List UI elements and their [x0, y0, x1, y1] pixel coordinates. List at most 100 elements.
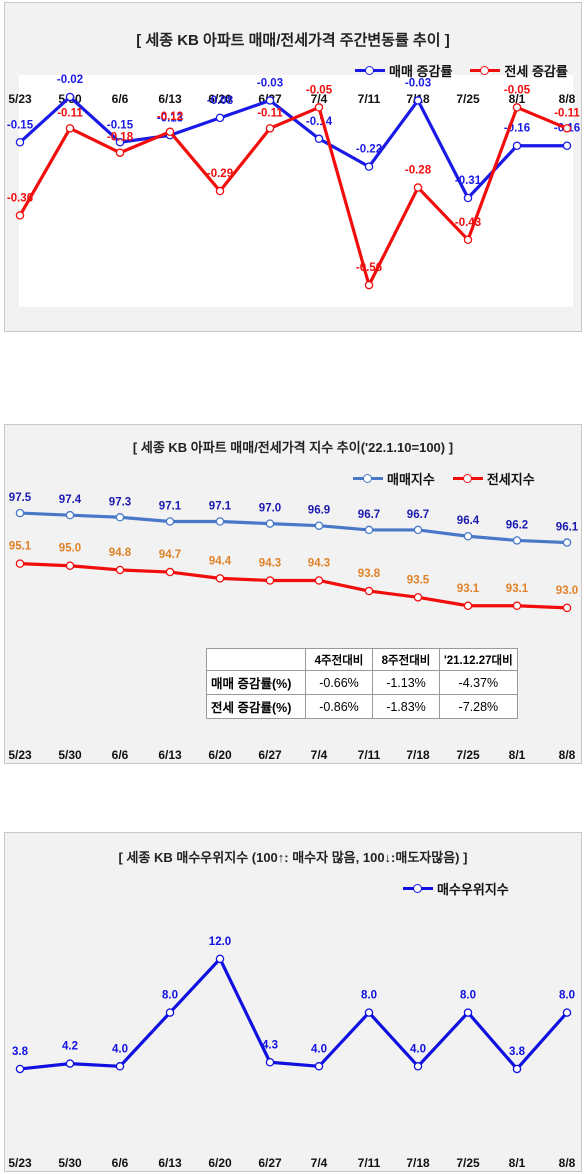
data-point	[512, 536, 522, 545]
data-label: -0.11	[257, 107, 283, 119]
data-point	[562, 141, 572, 150]
x-tick-label: 7/4	[311, 92, 328, 106]
data-point	[115, 513, 125, 522]
chart3-legend-buyer-label: 매수우위지수	[437, 882, 509, 897]
x-tick-label: 7/11	[358, 748, 381, 762]
data-point	[15, 211, 25, 220]
data-point	[512, 103, 522, 112]
data-label: 97.4	[59, 494, 82, 506]
data-point	[364, 525, 374, 535]
data-label: 97.5	[9, 492, 32, 504]
data-point	[165, 517, 175, 526]
data-point	[65, 92, 75, 102]
chart1-legend-jeonse-label: 전세 증감률	[504, 64, 568, 79]
data-label: 4.0	[112, 1043, 128, 1055]
x-tick-label: 8/8	[559, 92, 576, 106]
comparison-table-header: 8주전대비	[372, 648, 440, 671]
data-point	[364, 162, 374, 171]
data-point	[314, 1062, 324, 1071]
data-point	[15, 1064, 25, 1074]
x-tick-label: 6/13	[158, 748, 182, 762]
data-label: 12.0	[209, 936, 231, 948]
chart1-plot-area	[19, 75, 573, 307]
comparison-table-cell: -1.13%	[372, 670, 440, 695]
data-point	[463, 531, 473, 541]
chart1-legend-jeonse: 전세 증감률	[470, 61, 568, 80]
data-point	[413, 183, 423, 192]
x-tick-label: 8/8	[559, 1156, 576, 1170]
data-label: 94.3	[308, 557, 330, 569]
data-point	[463, 1008, 473, 1017]
chart1-title: [ 세종 KB 아파트 매매/전세가격 주간변동률 추이 ]	[136, 32, 450, 49]
data-label: 93.5	[407, 574, 430, 586]
chart2-legend-jeonse: 전세지수	[452, 469, 535, 488]
data-label: 97.0	[259, 503, 281, 515]
data-label: 97.1	[209, 500, 232, 512]
data-label: -0.14	[306, 116, 333, 128]
x-tick-label: 6/13	[158, 1156, 182, 1170]
data-label: 4.0	[311, 1043, 327, 1055]
data-label: 94.7	[159, 549, 181, 561]
data-label: -0.03	[257, 77, 283, 89]
x-tick-label: 7/4	[311, 1156, 328, 1170]
x-tick-label: 5/30	[58, 1156, 82, 1170]
comparison-table-row: 전세 증감률(%) -0.86% -1.83% -7.28%	[206, 694, 518, 719]
data-label: 97.3	[109, 496, 131, 508]
chart1-legend: 매매 증감률 전세 증감률	[341, 61, 568, 80]
chart1-legend-sale: 매매 증감률	[355, 61, 452, 80]
data-label: 96.4	[457, 515, 480, 527]
data-point	[413, 525, 423, 535]
data-point	[512, 141, 522, 150]
x-tick-label: 6/6	[112, 748, 129, 762]
x-tick-label: 7/25	[456, 92, 480, 106]
comparison-table-row-label: 전세 증감률(%)	[206, 694, 306, 719]
data-label: -0.56	[356, 262, 382, 274]
data-point	[65, 510, 75, 520]
x-tick-label: 7/18	[406, 748, 430, 762]
chart3-title: [ 세종 KB 매수우위지수 (100↑: 매수자 많음, 100↓:매도자많음…	[118, 850, 468, 865]
comparison-table-corner	[206, 648, 306, 671]
data-label: -0.36	[7, 192, 33, 204]
x-tick-label: 6/20	[208, 92, 232, 106]
data-point	[364, 280, 374, 290]
series-line	[18, 95, 567, 200]
data-point	[314, 521, 324, 530]
data-point	[215, 113, 225, 123]
x-tick-label: 8/1	[509, 1156, 526, 1170]
data-label: 93.0	[556, 585, 578, 597]
buyer-index-panel: [ 세종 KB 매수우위지수 (100↑: 매수자 많음, 100↓:매도자많음…	[4, 832, 582, 1172]
x-tick-label: 8/1	[509, 92, 526, 106]
data-label: 3.8	[12, 1046, 29, 1058]
chart2-legend-jeonse-line-icon	[452, 474, 483, 483]
data-label: 4.0	[410, 1043, 426, 1055]
data-label: 94.4	[209, 555, 232, 567]
comparison-table-cell: -1.83%	[372, 694, 440, 719]
data-label: -0.29	[207, 168, 233, 180]
data-label: 8.0	[559, 990, 575, 1002]
data-point	[215, 186, 225, 196]
comparison-table-row: 매매 증감률(%) -0.66% -1.13% -4.37%	[206, 670, 518, 695]
data-label: 93.1	[457, 583, 480, 595]
data-point	[15, 138, 25, 147]
x-tick-label: 7/4	[311, 748, 328, 762]
data-label: 96.2	[506, 519, 528, 531]
data-point	[512, 1064, 522, 1074]
chart3-legend: 매수우위지수	[389, 879, 509, 898]
x-tick-label: 5/23	[8, 1156, 32, 1170]
data-label: -0.11	[57, 107, 83, 119]
comparison-table-header: '21.12.27대비	[439, 648, 518, 671]
series-line	[19, 511, 568, 545]
data-point	[413, 593, 423, 602]
data-label: -0.05	[306, 84, 333, 96]
data-point	[265, 519, 275, 528]
comparison-table-row-label: 매매 증감률(%)	[206, 670, 306, 695]
data-label: -0.31	[455, 175, 482, 187]
data-label: 97.1	[159, 500, 182, 512]
data-label: -0.15	[107, 119, 134, 131]
data-label: -0.05	[504, 84, 531, 96]
data-point	[265, 96, 275, 105]
data-point	[562, 538, 572, 547]
chart2-legend: 매매지수 전세지수	[339, 469, 535, 488]
data-label: 96.7	[358, 509, 380, 521]
